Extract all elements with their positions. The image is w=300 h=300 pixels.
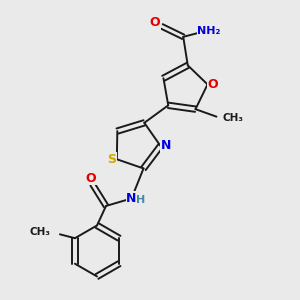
Text: H: H: [136, 195, 146, 205]
Text: O: O: [208, 78, 218, 91]
Text: CH₃: CH₃: [223, 113, 244, 123]
Text: N: N: [161, 140, 171, 152]
Text: N: N: [126, 192, 137, 205]
Text: O: O: [150, 16, 160, 29]
Text: NH₂: NH₂: [197, 26, 221, 36]
Text: O: O: [86, 172, 96, 185]
Text: CH₃: CH₃: [29, 227, 50, 237]
Text: S: S: [107, 153, 116, 166]
